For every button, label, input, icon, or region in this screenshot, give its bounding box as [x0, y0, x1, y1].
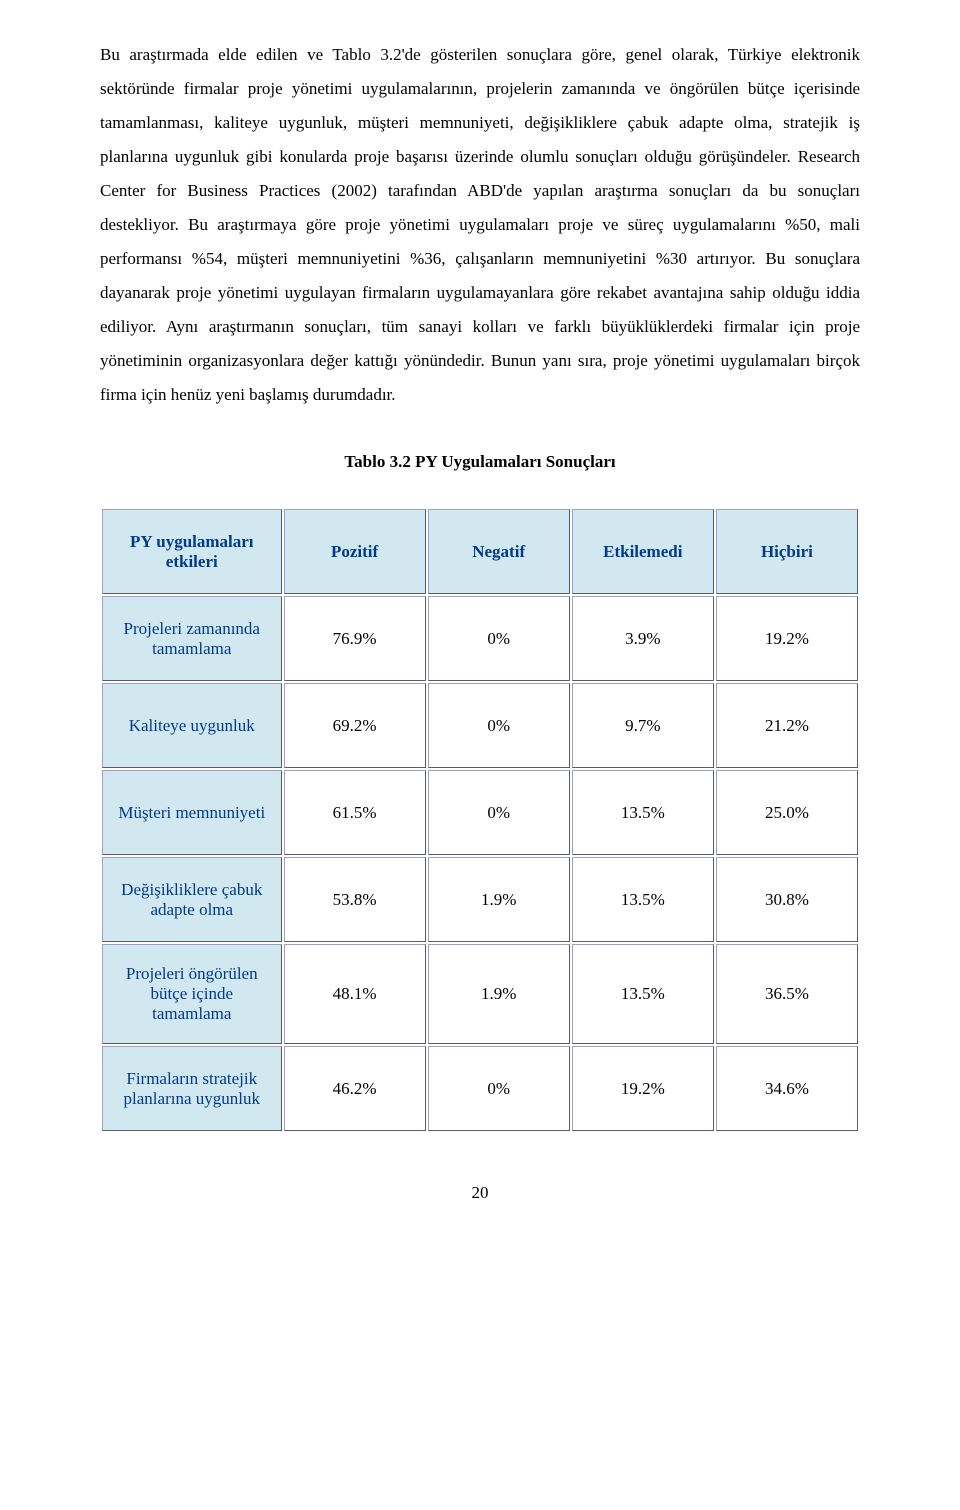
table-row: Müşteri memnuniyeti 61.5% 0% 13.5% 25.0%	[102, 770, 858, 855]
table-row: Firmaların stratejik planlarına uygunluk…	[102, 1046, 858, 1131]
table-title: Tablo 3.2 PY Uygulamaları Sonuçları	[100, 452, 860, 472]
cell-value: 46.2%	[284, 1046, 426, 1131]
col-header-negative: Negatif	[428, 509, 570, 594]
cell-value: 1.9%	[428, 857, 570, 942]
row-label: Firmaların stratejik planlarına uygunluk	[102, 1046, 282, 1131]
col-header-effects: PY uygulamaları etkileri	[102, 509, 282, 594]
table-row: Projeleri zamanında tamamlama 76.9% 0% 3…	[102, 596, 858, 681]
col-header-noeffect: Etkilemedi	[572, 509, 714, 594]
row-label: Projeleri zamanında tamamlama	[102, 596, 282, 681]
table-row: Değişikliklere çabuk adapte olma 53.8% 1…	[102, 857, 858, 942]
row-label: Değişikliklere çabuk adapte olma	[102, 857, 282, 942]
table-row: Kaliteye uygunluk 69.2% 0% 9.7% 21.2%	[102, 683, 858, 768]
cell-value: 13.5%	[572, 944, 714, 1044]
table-row: Projeleri öngörülen bütçe içinde tamamla…	[102, 944, 858, 1044]
body-paragraph: Bu araştırmada elde edilen ve Tablo 3.2'…	[100, 38, 860, 412]
cell-value: 48.1%	[284, 944, 426, 1044]
cell-value: 69.2%	[284, 683, 426, 768]
cell-value: 19.2%	[572, 1046, 714, 1131]
col-header-positive: Pozitif	[284, 509, 426, 594]
cell-value: 13.5%	[572, 857, 714, 942]
cell-value: 9.7%	[572, 683, 714, 768]
cell-value: 0%	[428, 770, 570, 855]
cell-value: 0%	[428, 683, 570, 768]
cell-value: 21.2%	[716, 683, 858, 768]
cell-value: 61.5%	[284, 770, 426, 855]
cell-value: 0%	[428, 1046, 570, 1131]
cell-value: 36.5%	[716, 944, 858, 1044]
table-header-row: PY uygulamaları etkileri Pozitif Negatif…	[102, 509, 858, 594]
page-number: 20	[100, 1183, 860, 1203]
cell-value: 53.8%	[284, 857, 426, 942]
col-header-none: Hiçbiri	[716, 509, 858, 594]
row-label: Kaliteye uygunluk	[102, 683, 282, 768]
row-label: Projeleri öngörülen bütçe içinde tamamla…	[102, 944, 282, 1044]
cell-value: 30.8%	[716, 857, 858, 942]
row-label: Müşteri memnuniyeti	[102, 770, 282, 855]
results-table: PY uygulamaları etkileri Pozitif Negatif…	[100, 507, 860, 1133]
cell-value: 34.6%	[716, 1046, 858, 1131]
cell-value: 3.9%	[572, 596, 714, 681]
cell-value: 0%	[428, 596, 570, 681]
cell-value: 1.9%	[428, 944, 570, 1044]
cell-value: 25.0%	[716, 770, 858, 855]
cell-value: 19.2%	[716, 596, 858, 681]
cell-value: 13.5%	[572, 770, 714, 855]
cell-value: 76.9%	[284, 596, 426, 681]
